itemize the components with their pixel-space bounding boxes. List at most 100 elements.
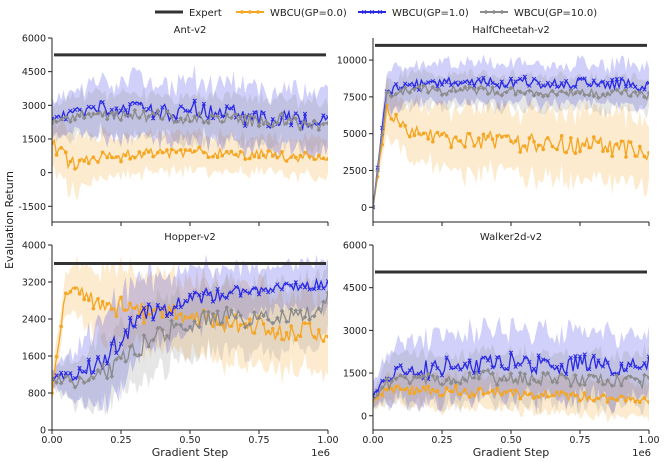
data-point [610, 154, 614, 158]
data-point [77, 113, 82, 119]
data-point [509, 388, 513, 393]
data-point [243, 288, 248, 294]
y-tick-label: 7500 [343, 92, 367, 103]
data-point [522, 355, 527, 360]
data-point [619, 76, 624, 81]
data-point [458, 381, 463, 386]
data-point [373, 393, 376, 398]
data-point [508, 350, 514, 355]
data-point [105, 302, 109, 306]
data-point [192, 114, 197, 119]
data-point [164, 333, 170, 339]
band-wbcugp100 [373, 68, 649, 208]
series-markers [52, 290, 328, 390]
x-tick-label: 0.50 [179, 435, 200, 446]
data-point [453, 365, 458, 370]
data-point [536, 353, 541, 358]
data-point [247, 113, 253, 119]
data-point [54, 354, 59, 359]
data-point [462, 79, 468, 85]
data-point [210, 113, 216, 118]
data-point [95, 111, 101, 116]
data-point [540, 370, 546, 376]
data-point [128, 301, 132, 306]
data-point [449, 389, 454, 393]
data-point [426, 137, 431, 141]
data-point [307, 321, 312, 326]
data-point [402, 375, 408, 380]
y-tick-label: 4000 [22, 241, 46, 252]
data-point [100, 113, 105, 119]
data-point [467, 358, 472, 363]
data-point [118, 355, 124, 361]
data-point [91, 104, 96, 110]
data-point [151, 116, 156, 121]
data-point [261, 287, 266, 293]
data-point [321, 156, 326, 161]
data-point [425, 90, 431, 95]
data-point [279, 308, 285, 314]
data-point [58, 380, 64, 386]
data-point [114, 350, 119, 356]
legend-marker [377, 9, 383, 15]
data-point [523, 144, 527, 148]
data-point [632, 376, 638, 382]
data-point [444, 92, 449, 97]
data-point [610, 77, 615, 83]
data-point [275, 315, 280, 321]
data-point [380, 393, 385, 398]
data-point [64, 291, 68, 296]
data-point [215, 155, 220, 160]
data-point [569, 136, 573, 140]
data-point [504, 390, 509, 395]
data-point [431, 139, 435, 144]
data-point [298, 308, 303, 314]
data-point [532, 396, 536, 400]
data-point [453, 80, 458, 85]
data-point [517, 370, 523, 376]
data-point [642, 372, 647, 378]
data-point [123, 308, 128, 312]
data-point [449, 365, 454, 371]
data-point [481, 75, 486, 80]
data-point [256, 315, 262, 321]
data-point [527, 136, 532, 140]
data-point [284, 120, 289, 126]
data-point [523, 390, 527, 395]
y-tick-label: -1500 [18, 202, 46, 213]
data-point [109, 110, 115, 115]
data-point [518, 76, 523, 82]
data-point [321, 121, 326, 127]
data-point [508, 85, 514, 91]
x-tick-label: 1.00 [317, 435, 338, 446]
data-point [407, 368, 412, 373]
data-point [220, 153, 224, 158]
legend-label: WBCU(GP=10.0) [514, 8, 597, 19]
data-point [638, 144, 642, 149]
x-tick-label: 1.00 [638, 435, 659, 446]
data-point [128, 157, 132, 161]
data-point [425, 371, 431, 377]
data-point [100, 99, 105, 105]
legend-marker [256, 10, 260, 14]
data-point [160, 105, 165, 110]
legend-marker [240, 10, 244, 14]
y-tick-label: 1500 [22, 134, 46, 145]
data-point [384, 90, 390, 96]
data-point [472, 144, 477, 148]
data-point [448, 88, 454, 94]
data-point [234, 152, 238, 157]
data-point [183, 298, 188, 303]
data-point [164, 313, 170, 319]
data-point [63, 114, 69, 120]
data-point [298, 284, 303, 289]
data-point [586, 92, 592, 98]
series-markers [373, 83, 649, 210]
legend-item-1: Expert [155, 8, 222, 19]
data-point [481, 132, 486, 137]
data-point [146, 114, 151, 119]
data-point [642, 154, 647, 159]
data-point [610, 372, 615, 377]
data-point [453, 89, 459, 94]
data-point [375, 392, 380, 398]
